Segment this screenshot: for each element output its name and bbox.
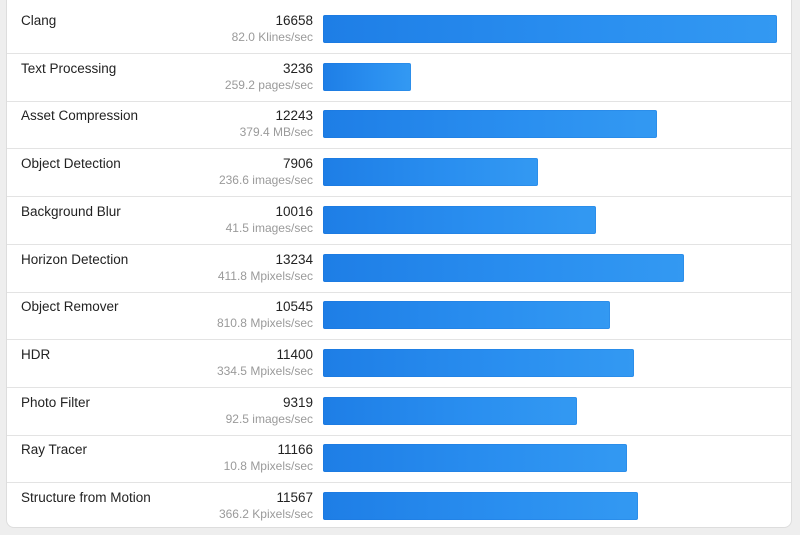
score-bar-track <box>323 348 777 377</box>
benchmark-rate: 810.8 Mpixels/sec <box>216 316 313 331</box>
benchmark-name: Clang <box>21 13 57 28</box>
score-bar <box>323 301 610 330</box>
score-bar <box>323 492 638 520</box>
benchmark-rate: 41.5 images/sec <box>225 220 313 235</box>
benchmark-rate: 259.2 pages/sec <box>224 77 313 92</box>
benchmark-score: 9319 <box>282 394 313 410</box>
benchmark-name: Object Remover <box>21 299 119 315</box>
benchmark-rate: 334.5 Mpixels/sec <box>216 363 313 378</box>
benchmark-row: HDR 11400 334.5 Mpixels/sec <box>7 340 791 388</box>
benchmark-score: 13234 <box>275 251 313 267</box>
score-bar <box>323 253 684 282</box>
score-bar-track <box>323 301 777 330</box>
benchmark-row: Object Remover 10545 810.8 Mpixels/sec <box>7 292 791 341</box>
benchmark-results-card: Clang 16658 82.0 Klines/sec Text Process… <box>6 0 792 528</box>
score-bar-track <box>323 444 777 473</box>
benchmark-row: Text Processing 3236 259.2 pages/sec <box>7 54 791 102</box>
benchmark-score: 10545 <box>275 299 313 315</box>
benchmark-score: 11567 <box>276 490 313 505</box>
score-bar-track <box>323 110 777 139</box>
benchmark-row: Horizon Detection 13234 411.8 Mpixels/se… <box>7 245 791 293</box>
benchmark-rate: 10.8 Mpixels/sec <box>223 459 313 474</box>
benchmark-rate: 379.4 MB/sec <box>239 125 313 140</box>
benchmark-score: 16658 <box>275 13 313 28</box>
benchmark-name: Ray Tracer <box>21 442 88 458</box>
benchmark-name: Text Processing <box>21 60 117 76</box>
score-bar-track <box>323 492 777 520</box>
benchmark-name: Structure from Motion <box>21 490 151 505</box>
benchmark-rate: 411.8 Mpixels/sec <box>217 268 313 283</box>
score-bar <box>323 62 411 91</box>
benchmark-rate: 366.2 Kpixels/sec <box>218 507 313 521</box>
benchmark-score: 7906 <box>282 156 313 172</box>
score-bar-track <box>323 62 777 91</box>
score-bar <box>323 444 627 473</box>
benchmark-row: Ray Tracer 11166 10.8 Mpixels/sec <box>7 435 791 484</box>
score-bar <box>323 15 777 43</box>
score-bar <box>323 396 577 425</box>
score-bar-track <box>323 15 777 43</box>
benchmark-rate: 82.0 Klines/sec <box>231 30 313 44</box>
score-bar-track <box>323 396 777 425</box>
benchmark-name: Background Blur <box>21 203 121 219</box>
benchmark-score: 10016 <box>275 203 313 219</box>
score-bar <box>323 110 657 139</box>
benchmark-score: 11166 <box>277 442 313 458</box>
benchmark-name: HDR <box>21 346 51 362</box>
benchmark-row: Object Detection 7906 236.6 images/sec <box>7 149 791 198</box>
score-bar <box>323 158 538 187</box>
benchmark-row: Photo Filter 9319 92.5 images/sec <box>7 388 791 436</box>
benchmark-rate: 236.6 images/sec <box>218 173 313 188</box>
benchmark-name: Horizon Detection <box>21 251 129 267</box>
benchmark-score: 12243 <box>275 108 313 124</box>
benchmark-row: Background Blur 10016 41.5 images/sec <box>7 197 791 245</box>
benchmark-row: Structure from Motion 11567 366.2 Kpixel… <box>7 483 791 527</box>
benchmark-name: Object Detection <box>21 156 121 172</box>
score-bar <box>323 205 596 234</box>
benchmark-score: 11400 <box>276 346 313 362</box>
score-bar-track <box>323 205 777 234</box>
score-bar-track <box>323 158 777 187</box>
benchmark-row: Clang 16658 82.0 Klines/sec <box>7 6 791 54</box>
score-bar <box>323 348 634 377</box>
benchmark-score: 3236 <box>282 60 313 76</box>
benchmark-row: Asset Compression 12243 379.4 MB/sec <box>7 101 791 150</box>
benchmark-name: Photo Filter <box>21 394 91 410</box>
score-bar-track <box>323 253 777 282</box>
benchmark-name: Asset Compression <box>21 108 139 124</box>
benchmark-rate: 92.5 images/sec <box>225 411 313 426</box>
